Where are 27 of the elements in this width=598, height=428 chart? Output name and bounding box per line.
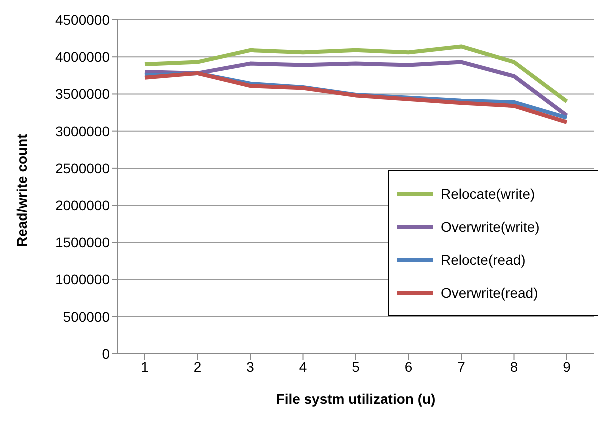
x-tick-label: 4 <box>299 358 308 375</box>
y-axis-title: Read/write count <box>14 134 30 247</box>
line-series <box>143 60 569 118</box>
y-tick-label: 4000000 <box>55 49 110 66</box>
x-tick-label: 1 <box>141 358 150 375</box>
x-tick-label: 7 <box>458 358 466 375</box>
x-axis-title: File systm utilization (u) <box>276 391 436 407</box>
y-tick-label: 1500000 <box>55 234 110 251</box>
x-tick-label: 9 <box>563 358 572 375</box>
y-tick-label: 2000000 <box>55 198 110 214</box>
y-tick-label: 500000 <box>63 308 110 325</box>
x-tick-label: 6 <box>404 358 413 375</box>
legend-label: Relocte(read) <box>441 252 526 268</box>
x-tick-label: 5 <box>352 358 360 375</box>
y-tick-label: 3500000 <box>55 86 110 102</box>
y-tick-label: 4500000 <box>55 12 110 28</box>
x-tick-label: 3 <box>246 358 255 375</box>
y-tick-label: 2500000 <box>55 160 110 176</box>
y-tick-label: 3000000 <box>55 123 110 140</box>
legend-label: Overwrite(read) <box>441 284 538 300</box>
y-tick-label: 1000000 <box>55 272 110 288</box>
x-tick-label: 2 <box>194 358 202 375</box>
legend-label: Relocate(write) <box>441 186 536 202</box>
legend-label: Overwrite(write) <box>441 218 540 234</box>
x-tick-label: 8 <box>510 358 518 375</box>
line-series <box>143 44 569 104</box>
y-tick-label: 0 <box>102 346 110 362</box>
